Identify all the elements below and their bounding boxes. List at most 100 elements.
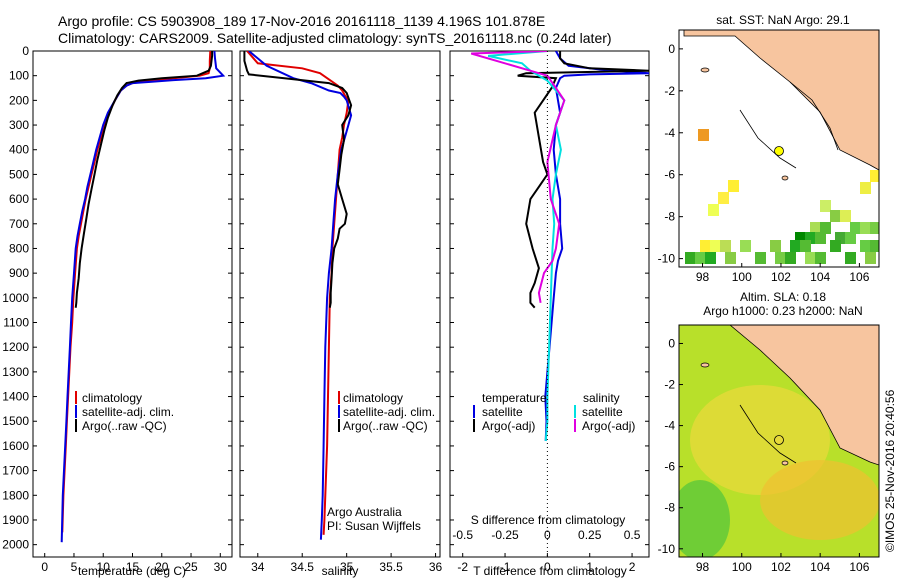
salinity-series-group [243, 51, 353, 540]
sst-cell [870, 240, 879, 252]
sla-map [679, 325, 879, 557]
depth-tick-label: 800 [9, 241, 29, 255]
lat-tick-label: -4 [664, 126, 675, 140]
x-tick-label: 10 [97, 560, 111, 574]
difference-legend: temperature salinity satellite Argo(-adj… [473, 391, 635, 433]
temperature-legend: climatology satellite-adj. clim. Argo(..… [75, 391, 174, 433]
depth-tick-label: 2000 [2, 538, 29, 552]
lon-tick-label: 106 [849, 270, 869, 284]
x-tick-label: 25 [184, 560, 198, 574]
sst-cell [720, 240, 731, 252]
series-line-satellite [487, 51, 566, 442]
sst-map-title: sat. SST: NaN Argo: 29.1 [716, 13, 850, 27]
sst-cell [740, 240, 751, 252]
temperature-xlabel: temperature (deg C) [78, 564, 186, 578]
sst-cell [860, 222, 871, 234]
depth-tick-label: 100 [9, 69, 29, 83]
depth-tick-label: 900 [9, 266, 29, 280]
sst-cell [695, 252, 706, 264]
t-difference-xlabel: T difference from climatology [473, 564, 627, 578]
x-tick-label: 15 [126, 560, 140, 574]
sst-cell [800, 240, 811, 252]
lat-tick-label: 0 [668, 42, 675, 56]
sst-cell [795, 232, 806, 244]
sumatra-landmass [683, 30, 879, 171]
lat-tick-label: -8 [664, 501, 675, 515]
s-diff-tick-label: -0.25 [491, 528, 519, 542]
sst-cell [728, 180, 739, 192]
sst-map [679, 30, 879, 267]
sst-cell [860, 240, 871, 252]
figure-title-line2: Climatology: CARS2009. Satellite-adjuste… [58, 30, 612, 46]
sst-cell [718, 192, 729, 204]
imos-credit: ©IMOS 25-Nov-2016 20:40:56 [883, 389, 897, 552]
depth-tick-label: 1000 [2, 291, 29, 305]
depth-tick-label: 1800 [2, 488, 29, 502]
lat-tick-label: -2 [664, 84, 675, 98]
x-tick-label: 1 [586, 560, 593, 574]
sla-map-title-1: Altim. SLA: 0.18 [740, 290, 826, 304]
lon-tick-label: 98 [696, 270, 710, 284]
x-tick-label: 2 [629, 560, 636, 574]
sla-map-axes: 98 100 102 104 106 0 -2 -4 -6 -8 -10 [658, 336, 870, 574]
depth-tick-label: 600 [9, 192, 29, 206]
sst-cell [698, 129, 709, 141]
sla-map-frame [678, 324, 880, 558]
lon-tick-label: 102 [771, 270, 791, 284]
depth-tick-label: 1700 [2, 464, 29, 478]
x-tick-label: 0 [41, 560, 48, 574]
depth-tick-label: 400 [9, 143, 29, 157]
sst-cell [805, 232, 816, 244]
lon-tick-label: 102 [771, 560, 791, 574]
x-tick-label: 34.5 [291, 560, 315, 574]
sumatra-landmass [679, 325, 879, 466]
depth-tick-label: 700 [9, 217, 29, 231]
sst-cell [815, 252, 826, 264]
lat-tick-label: -6 [664, 168, 675, 182]
series-line-climatology [61, 51, 212, 533]
lat-tick-label: -10 [658, 252, 676, 266]
sla-anomaly [760, 460, 879, 540]
s-diff-tick-label: 0.25 [578, 528, 602, 542]
legend-sal-argo: Argo(-adj) [582, 419, 635, 433]
credit-argo-australia: Argo Australia [327, 505, 402, 519]
island [700, 67, 710, 73]
sst-cell [710, 240, 721, 252]
lat-tick-label: -10 [658, 542, 676, 556]
sst-cell [850, 222, 861, 234]
x-tick-label: 30 [214, 560, 228, 574]
bathymetry-contour [739, 109, 797, 169]
sst-cell [805, 252, 816, 264]
temperature-series-group [60, 51, 226, 543]
x-tick-label: 35.5 [379, 560, 403, 574]
depth-tick-label: 500 [9, 167, 29, 181]
sst-cell [865, 252, 876, 264]
lon-tick-label: 100 [732, 560, 752, 574]
salinity-x-axis: 34 34.5 35 35.5 36 [251, 553, 443, 574]
sst-map-axes: 98 100 102 104 106 0 -2 -4 -6 -8 -10 [658, 42, 870, 284]
depth-tick-label: 1400 [2, 390, 29, 404]
difference-axes [449, 50, 650, 558]
x-tick-label: -2 [457, 560, 468, 574]
depth-tick-label: 1900 [2, 513, 29, 527]
figure-title-line1: Argo profile: CS 5903908_189 17-Nov-2016… [58, 13, 545, 29]
legend-sal-satellite: satellite [582, 405, 623, 419]
depth-tick-label: 200 [9, 93, 29, 107]
depth-tick-label: 1600 [2, 439, 29, 453]
x-tick-label: 5 [71, 560, 78, 574]
lon-tick-label: 100 [732, 270, 752, 284]
sst-cell [755, 252, 766, 264]
sst-cell [685, 252, 696, 264]
lat-tick-label: -4 [664, 419, 675, 433]
sst-cell [790, 240, 801, 252]
legend-climatology: climatology [343, 391, 403, 405]
coastline [789, 81, 839, 151]
legend-argo: Argo(..raw -QC) [82, 419, 167, 433]
s-diff-tick-label: 0 [544, 528, 551, 542]
s-difference-xlabel: S difference from climatology [471, 513, 626, 527]
x-tick-label: 0 [544, 560, 551, 574]
difference-x-axis: -2 -1 0 1 2 -0.5 -0.25 0 0.25 0.5 [452, 528, 640, 574]
sst-cell [820, 200, 831, 212]
legend-satellite-adj: satellite-adj. clim. [82, 405, 174, 419]
lon-tick-label: 106 [849, 560, 869, 574]
